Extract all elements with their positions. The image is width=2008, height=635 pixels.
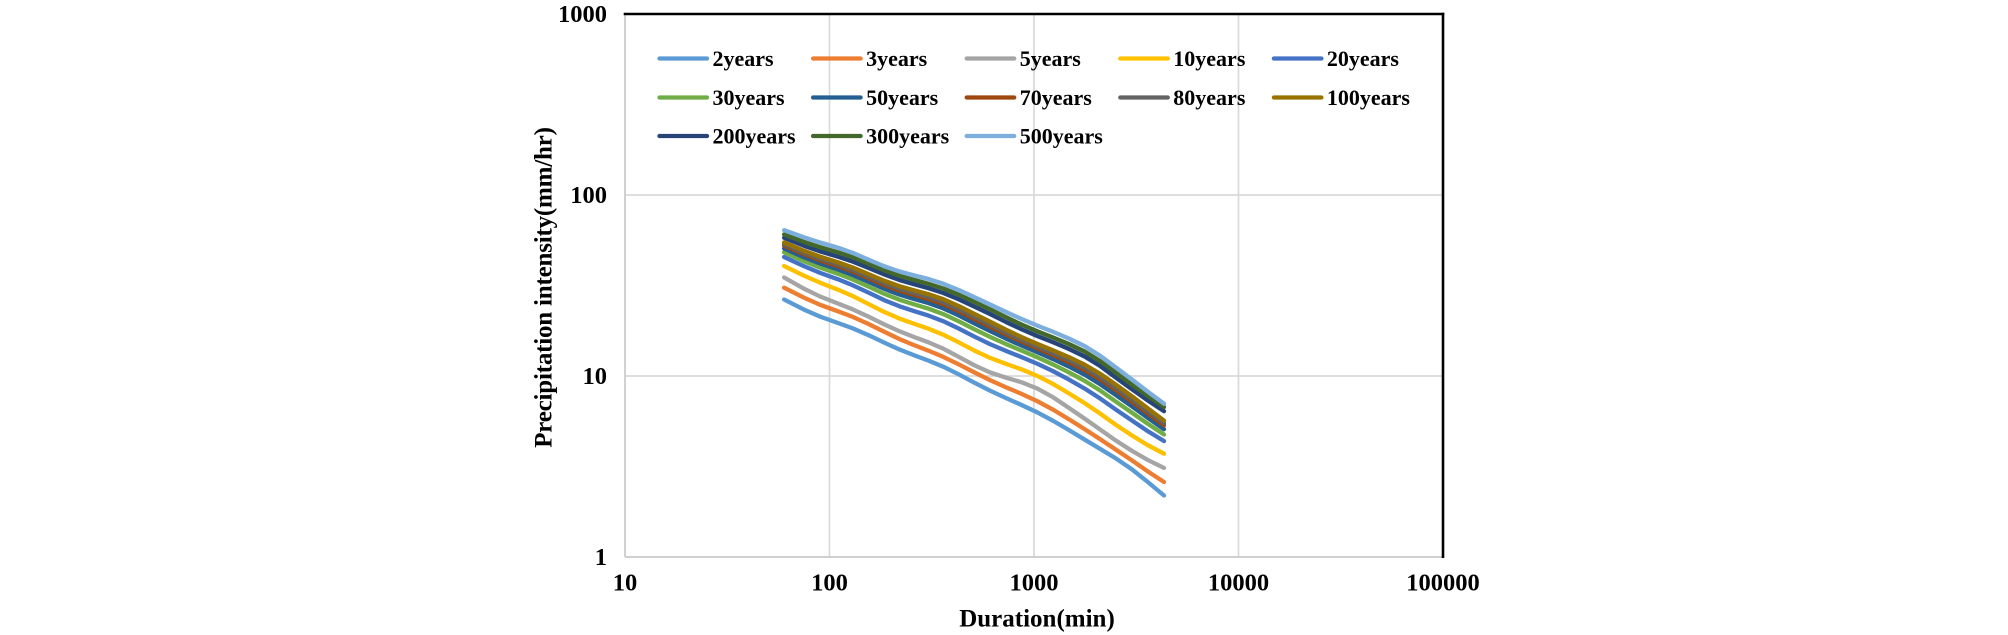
svg-text:80years: 80years <box>1173 85 1246 110</box>
svg-text:Duration(min): Duration(min) <box>959 606 1115 633</box>
svg-text:500years: 500years <box>1020 124 1104 149</box>
svg-text:20years: 20years <box>1327 46 1400 71</box>
svg-text:5years: 5years <box>1020 46 1082 71</box>
svg-text:100000: 100000 <box>1406 570 1480 597</box>
svg-text:50years: 50years <box>866 85 939 110</box>
svg-text:Precipitation intensity(mm/hr): Precipitation intensity(mm/hr) <box>531 127 558 448</box>
svg-text:200years: 200years <box>713 124 797 149</box>
svg-text:100: 100 <box>570 182 607 209</box>
svg-text:10000: 10000 <box>1208 570 1269 597</box>
svg-text:3years: 3years <box>866 46 928 71</box>
svg-text:30years: 30years <box>713 85 786 110</box>
svg-text:1000: 1000 <box>1010 570 1059 597</box>
svg-text:1: 1 <box>595 544 607 571</box>
svg-text:70years: 70years <box>1020 85 1093 110</box>
svg-text:1000: 1000 <box>558 1 607 28</box>
svg-text:10years: 10years <box>1173 46 1246 71</box>
svg-text:100: 100 <box>811 570 848 597</box>
svg-text:2years: 2years <box>713 46 775 71</box>
svg-text:100years: 100years <box>1327 85 1411 110</box>
svg-text:10: 10 <box>583 363 608 390</box>
svg-text:300years: 300years <box>866 124 950 149</box>
svg-text:10: 10 <box>613 570 638 597</box>
